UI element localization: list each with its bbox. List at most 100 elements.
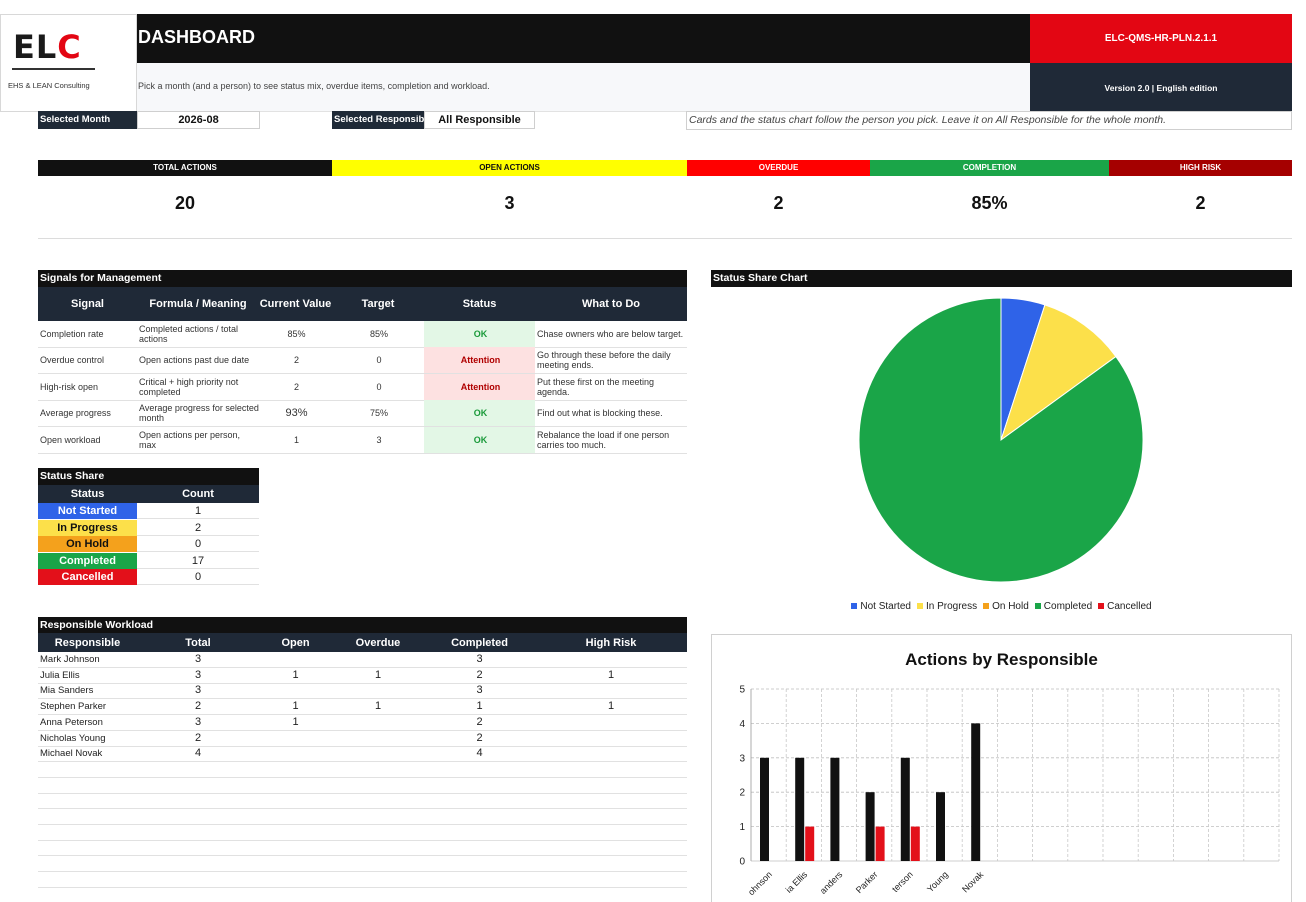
workload-section-title: Responsible Workload — [38, 617, 687, 634]
legend-label: Cancelled — [1107, 601, 1152, 612]
signal-signal-cell: Open workload — [40, 434, 101, 445]
signal-signal-cell: Overdue control — [40, 355, 105, 366]
signals-col-signal: Signal — [38, 287, 137, 321]
workload-col-completed: Completed — [424, 633, 535, 652]
table-row-divider — [38, 776, 687, 778]
workload-col-overdue: Overdue — [332, 633, 424, 652]
kpi-completion-label: COMPLETION — [870, 160, 1109, 176]
workload-col-total: Total — [137, 633, 259, 652]
status-share-count: 0 — [137, 569, 259, 585]
y-tick-label: 1 — [739, 822, 745, 833]
workload-value-cell — [259, 652, 332, 667]
kpi-total-value: 20 — [174, 193, 196, 213]
table-row-divider — [38, 855, 687, 857]
table-row-divider — [38, 808, 687, 810]
bar-total-michael-novak — [971, 723, 981, 861]
signal-current-cell: 93% — [285, 407, 308, 420]
workload-value-cell: 1 — [607, 700, 615, 713]
workload-value-cell: 3 — [194, 668, 202, 681]
workload-value-cell — [535, 683, 687, 698]
workload-value-cell: 2 — [476, 668, 483, 681]
workload-value-cell: 1 — [292, 700, 299, 713]
signal-current-cell: 2 — [293, 381, 299, 392]
workload-value-cell: 4 — [476, 747, 483, 760]
signals-col-todo: What to Do — [535, 287, 687, 321]
y-tick-label: 0 — [739, 857, 745, 868]
pie-legend: Not Started In Progress On Hold Completed Ca… — [711, 601, 1292, 612]
workload-value-cell: 3 — [194, 653, 202, 665]
pie-slice-completed — [858, 297, 1144, 583]
kpi-high-risk-label: HIGH RISK — [1109, 160, 1292, 176]
workload-value-cell — [332, 683, 424, 698]
table-row-divider — [38, 761, 687, 763]
table-row-divider — [38, 871, 687, 873]
legend-swatch — [851, 603, 858, 609]
legend-item: Completed — [1034, 601, 1092, 612]
signal-formula-cell: Open actions per person, max — [139, 429, 241, 450]
responsible-filter-select[interactable]: All Responsible — [424, 111, 535, 129]
signals-col-status: Status — [424, 287, 535, 321]
month-filter-select[interactable]: 2026-08 — [137, 111, 260, 129]
table-row-divider — [38, 399, 687, 401]
x-tick-label: Novak — [960, 869, 985, 894]
workload-value-cell: 1 — [292, 715, 299, 728]
logo-underline — [12, 68, 95, 70]
workload-name-cell: Nicholas Young — [40, 732, 106, 744]
bar-open-julia-ellis — [805, 826, 815, 861]
responsible-filter-label: Selected Responsible — [332, 111, 424, 129]
status-share-count: 0 — [137, 536, 259, 552]
table-row-divider — [38, 698, 687, 700]
workload-value-cell — [259, 746, 332, 761]
workload-value-cell — [332, 731, 424, 746]
kpi-overdue-value: 2 — [773, 193, 784, 213]
signal-todo-cell: Put these first on the meeting agenda. — [537, 376, 655, 397]
logo-letter-c: C — [57, 28, 82, 66]
signal-status-cell: Attention — [424, 373, 535, 400]
x-tick-label: anders — [818, 869, 845, 896]
signal-signal-cell: Completion rate — [40, 329, 104, 339]
signals-col-formula: Formula / Meaning — [137, 287, 259, 321]
legend-swatch — [1034, 603, 1041, 609]
workload-value-cell: 3 — [194, 684, 202, 697]
table-row-divider — [38, 682, 687, 684]
bar-total-nicholas-young — [936, 792, 945, 861]
workload-value-cell — [535, 731, 687, 746]
document-code: ELC-QMS-HR-PLN.2.1.1 — [1030, 14, 1292, 63]
actions-bar-chart: 0 1 2 3 4 5 ohnson ia Ellis anders Parker terson Yo… — [739, 685, 1280, 897]
table-row-divider — [38, 373, 687, 375]
workload-value-cell — [332, 715, 424, 730]
kpi-open-label: OPEN ACTIONS — [332, 160, 687, 176]
table-row-divider — [38, 426, 687, 428]
workload-value-cell — [535, 715, 687, 730]
signals-section-title: Signals for Management — [38, 270, 687, 287]
workload-value-cell: 3 — [194, 715, 202, 728]
pie-chart-title: Status Share Chart — [711, 270, 1292, 287]
y-tick-label: 3 — [739, 753, 745, 764]
kpi-overdue-label: OVERDUE — [687, 160, 870, 176]
page-title: DASHBOARD — [138, 27, 255, 47]
bar-total-mark-johnson — [760, 757, 769, 861]
legend-swatch — [916, 603, 923, 609]
kpi-high-risk-value: 2 — [1195, 193, 1206, 213]
bar-total-anna-peterson — [900, 757, 910, 861]
x-tick-label: ohnson — [746, 869, 774, 897]
legend-item: On Hold — [983, 601, 1029, 612]
status-share-count: 1 — [137, 503, 259, 519]
signal-todo-cell: Rebalance the load if one person carries… — [537, 429, 670, 450]
signal-signal-cell: High-risk open — [40, 381, 99, 392]
workload-value-cell — [259, 683, 332, 698]
signals-col-target: Target — [332, 287, 424, 321]
table-row-divider — [38, 792, 687, 794]
legend-label: In Progress — [925, 601, 978, 612]
filter-note: Cards and the status chart follow the pe… — [686, 111, 1292, 130]
x-tick-label: terson — [890, 869, 915, 894]
logo-subtitle: EHS & LEAN Consulting — [8, 81, 90, 90]
workload-value-cell: 2 — [476, 731, 483, 744]
legend-item: In Progress — [916, 601, 978, 612]
signal-formula-cell: Open actions past due date — [139, 355, 250, 366]
workload-col-open: Open — [259, 633, 332, 652]
status-share-name: Completed — [38, 552, 137, 569]
workload-value-cell — [332, 746, 424, 761]
workload-value-cell: 4 — [194, 747, 202, 760]
bar-open-anna-peterson — [910, 826, 920, 861]
